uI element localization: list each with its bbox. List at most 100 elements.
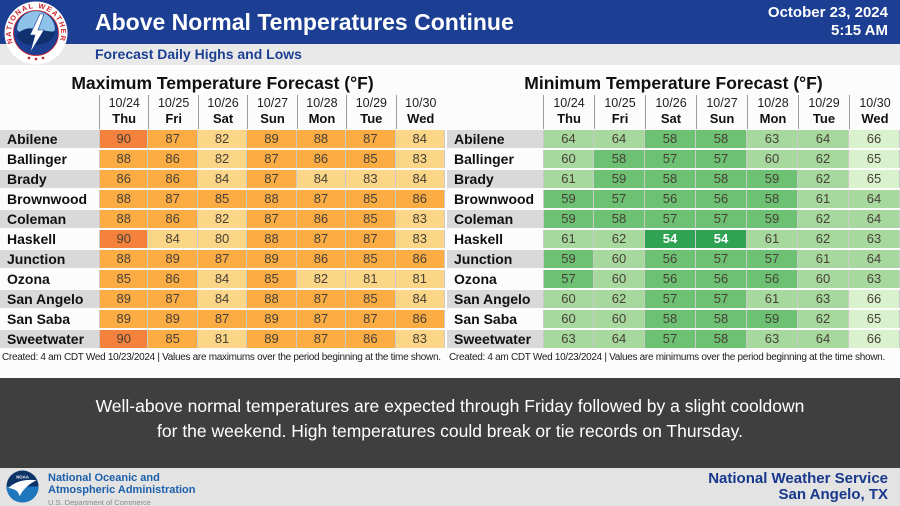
- column-header: 10/30 Wed: [395, 95, 445, 129]
- temp-cell: 58: [594, 210, 645, 228]
- temp-cell: 57: [645, 150, 696, 168]
- temp-cell: 89: [148, 250, 198, 268]
- temp-cell: 87: [296, 190, 347, 208]
- temp-cell: 63: [747, 130, 798, 148]
- temp-cell: 57: [696, 210, 747, 228]
- min-table-title: Minimum Temperature Forecast (°F): [524, 73, 823, 93]
- column-date: 10/26: [207, 96, 239, 110]
- temp-cell: 60: [594, 310, 645, 328]
- column-day: Sun: [709, 111, 735, 126]
- temp-cell: 57: [696, 150, 747, 168]
- page-subtitle: Forecast Daily Highs and Lows: [95, 46, 302, 62]
- temp-cell: 88: [247, 290, 297, 308]
- temp-cell: 87: [148, 130, 198, 148]
- column-date: 10/27: [706, 96, 738, 110]
- temp-cell: 87: [247, 170, 297, 188]
- temp-cell: 83: [395, 210, 445, 228]
- temp-cell: 61: [543, 170, 594, 188]
- column-date: 10/24: [108, 96, 140, 110]
- column-date: 10/29: [355, 96, 387, 110]
- temp-cell: 62: [798, 210, 849, 228]
- temp-cell: 83: [346, 170, 396, 188]
- sub-header-bar: [0, 44, 900, 65]
- table-corner: [0, 95, 99, 129]
- temp-cell: 61: [798, 190, 849, 208]
- temp-cell: 84: [395, 290, 445, 308]
- temp-cell: 57: [594, 190, 645, 208]
- column-day: Thu: [112, 111, 137, 126]
- temp-cell: 84: [197, 170, 248, 188]
- temp-cell: 83: [395, 150, 445, 168]
- temp-cell: 88: [296, 130, 347, 148]
- temp-cell: 66: [849, 130, 900, 148]
- temp-cell: 87: [346, 310, 396, 328]
- column-day: Sat: [660, 111, 682, 126]
- column-header: 10/25 Fri: [148, 95, 197, 129]
- temp-cell: 61: [747, 290, 798, 308]
- column-day: Fri: [611, 111, 629, 126]
- temp-cell: 63: [543, 330, 594, 348]
- temp-cell: 87: [247, 210, 297, 228]
- temp-cell: 90: [99, 130, 149, 148]
- temp-cell: 56: [645, 250, 696, 268]
- temp-cell: 58: [696, 130, 747, 148]
- temp-cell: 88: [247, 230, 297, 248]
- column-date: 10/25: [604, 96, 636, 110]
- temp-cell: 60: [798, 270, 849, 288]
- city-label: Ballinger: [454, 151, 514, 167]
- summary-line-1: Well-above normal temperatures are expec…: [95, 396, 805, 416]
- temp-cell: 84: [197, 290, 248, 308]
- temp-cell: 66: [849, 330, 900, 348]
- temp-cell: 56: [696, 270, 747, 288]
- temp-cell: 86: [395, 310, 445, 328]
- temp-cell: 54: [696, 230, 747, 248]
- temp-cell: 84: [395, 170, 445, 188]
- temp-cell: 84: [148, 230, 198, 248]
- issue-date: October 23, 2024: [767, 4, 888, 21]
- temp-cell: 62: [594, 230, 645, 248]
- temp-cell: 64: [798, 330, 849, 348]
- temp-cell: 86: [346, 330, 396, 348]
- noaa-attribution: National Oceanic and Atmospheric Adminis…: [48, 472, 196, 506]
- temp-cell: 85: [197, 190, 248, 208]
- temp-cell: 88: [99, 250, 149, 268]
- column-header: 10/30 Wed: [849, 95, 900, 129]
- temp-cell: 65: [849, 170, 900, 188]
- temp-cell: 64: [594, 330, 645, 348]
- temp-cell: 64: [849, 250, 900, 268]
- column-day: Sun: [260, 111, 285, 126]
- city-label: Ballinger: [7, 151, 67, 167]
- table-corner: [447, 95, 543, 129]
- temp-cell: 87: [296, 330, 347, 348]
- temp-cell: 60: [747, 150, 798, 168]
- column-day: Thu: [557, 111, 581, 126]
- temp-cell: 84: [197, 270, 248, 288]
- temp-cell: 86: [148, 150, 198, 168]
- column-date: 10/30: [405, 96, 437, 110]
- max-table-body: Abilene 90 87 82 89 88 87 84 Ballinger 88 86 82 87 86…: [0, 130, 445, 348]
- temp-cell: 60: [594, 250, 645, 268]
- city-label: Sweetwater: [0, 330, 99, 348]
- temp-cell: 62: [798, 170, 849, 188]
- temp-cell: 83: [395, 330, 445, 348]
- nws-office-line-2: San Angelo, TX: [778, 486, 888, 503]
- city-label: Ozona: [7, 271, 50, 287]
- temp-cell: 59: [747, 170, 798, 188]
- temp-cell: 57: [645, 330, 696, 348]
- temp-cell: 62: [798, 150, 849, 168]
- city-label: San Saba: [454, 311, 518, 327]
- temp-cell: 86: [395, 250, 445, 268]
- temp-cell: 85: [346, 210, 396, 228]
- temp-cell: 89: [148, 310, 198, 328]
- noaa-line-1: National Oceanic and: [48, 472, 160, 484]
- temp-cell: 80: [197, 230, 248, 248]
- temp-cell: 87: [148, 190, 198, 208]
- temp-cell: 64: [543, 130, 594, 148]
- column-header: 10/29 Tue: [798, 95, 849, 129]
- temp-cell: 90: [99, 230, 149, 248]
- temp-cell: 87: [148, 290, 198, 308]
- noaa-seal-icon: NOAA: [6, 470, 39, 503]
- temp-cell: 87: [197, 250, 248, 268]
- temp-cell: 86: [148, 270, 198, 288]
